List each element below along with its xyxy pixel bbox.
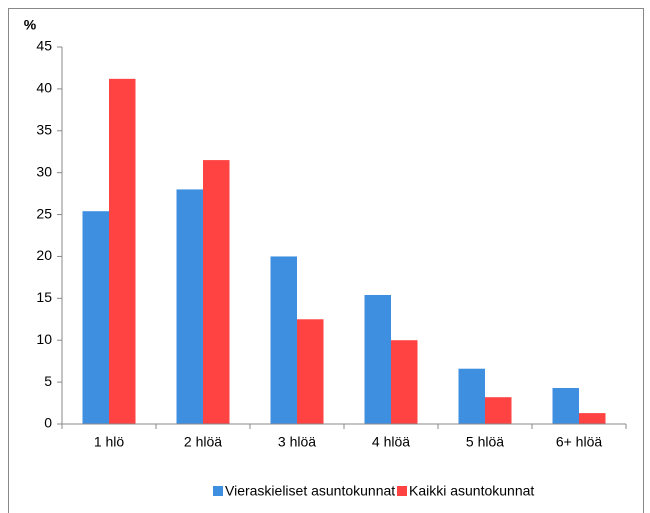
y-tick-label: 15: [36, 289, 52, 305]
x-tick-label: 3 hlöä: [278, 434, 316, 450]
bar: [203, 160, 230, 424]
bar: [458, 368, 485, 424]
x-tick-label: 2 hlöä: [184, 434, 222, 450]
legend-label: Kaikki asuntokunnat: [409, 483, 534, 499]
y-tick-label: 45: [36, 38, 52, 54]
y-tick-label: 20: [36, 247, 52, 263]
y-tick-label: 5: [44, 373, 52, 389]
y-axis-label: %: [24, 17, 37, 33]
bar: [364, 294, 391, 424]
y-tick-label: 40: [36, 80, 52, 96]
y-tick-label: 10: [36, 331, 52, 347]
y-tick-label: 35: [36, 121, 52, 137]
bar: [391, 340, 418, 424]
y-tick-label: 0: [44, 415, 52, 431]
x-tick-label: 4 hlöä: [372, 434, 410, 450]
bar: [552, 387, 579, 424]
legend-swatch: [397, 486, 407, 496]
legend-swatch: [213, 486, 223, 496]
legend-label: Vieraskieliset asuntokunnat: [225, 483, 395, 499]
bar: [579, 413, 606, 424]
bar: [176, 189, 203, 424]
y-tick-label: 30: [36, 163, 52, 179]
bar: [485, 397, 512, 424]
bar: [82, 211, 109, 424]
bar: [297, 319, 324, 424]
x-tick-label: 1 hlö: [94, 434, 125, 450]
x-tick-label: 6+ hlöä: [556, 434, 603, 450]
x-tick-label: 5 hlöä: [466, 434, 504, 450]
bar: [270, 256, 297, 424]
y-tick-label: 25: [36, 205, 52, 221]
bar: [109, 78, 136, 424]
